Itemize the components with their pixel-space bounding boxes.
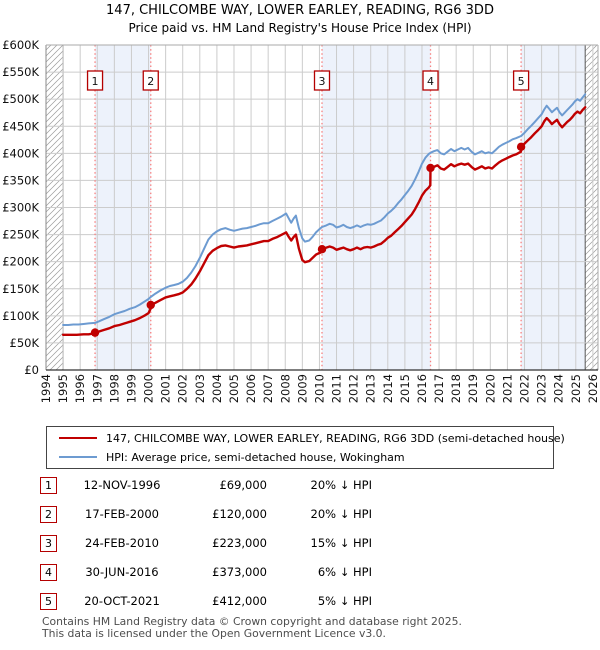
chart-legend: 147, CHILCOMBE WAY, LOWER EARLEY, READIN… (46, 426, 565, 469)
sale-price: £412,000 (212, 594, 267, 608)
svg-text:2024: 2024 (552, 374, 566, 403)
price-line-swatch (59, 437, 97, 439)
sale-date-lines (94, 45, 522, 370)
svg-text:2023: 2023 (535, 374, 549, 403)
svg-text:2014: 2014 (381, 374, 395, 403)
legend-label: 147, CHILCOMBE WAY, LOWER EARLEY, READIN… (106, 431, 565, 445)
sale-date: 24-FEB-2010 (85, 536, 159, 550)
svg-text:2000: 2000 (142, 374, 156, 403)
legend-label: HPI: Average price, semi-detached house,… (106, 450, 405, 464)
svg-text:2008: 2008 (278, 374, 292, 403)
footer-line-1: Contains HM Land Registry data © Crown c… (42, 615, 462, 628)
svg-text:2002: 2002 (176, 374, 190, 403)
svg-text:£100K: £100K (2, 309, 39, 323)
svg-text:2020: 2020 (483, 374, 497, 403)
sale-number-boxes: 1 2 3 4 5 (86, 70, 530, 91)
sale-hpi-difference: 5% ↓ HPI (317, 594, 372, 608)
sale-price: £120,000 (212, 507, 267, 521)
price-paid-line (61, 106, 587, 336)
table-row: 3 24-FEB-2010 £223,000 15% ↓ HPI (0, 535, 600, 555)
svg-text:2007: 2007 (261, 374, 275, 403)
sale-number-badge: 4 (40, 564, 57, 581)
table-row: 2 17-FEB-2000 £120,000 20% ↓ HPI (0, 506, 600, 526)
legend-item: 147, CHILCOMBE WAY, LOWER EARLEY, READIN… (47, 429, 565, 448)
sale-date: 20-OCT-2021 (84, 594, 160, 608)
svg-text:2011: 2011 (330, 374, 344, 403)
svg-text:2: 2 (147, 75, 154, 88)
svg-text:1999: 1999 (124, 374, 138, 403)
svg-text:£0: £0 (24, 363, 39, 377)
table-row: 1 12-NOV-1996 £69,000 20% ↓ HPI (0, 477, 600, 497)
x-axis-labels: 1994 1995 1996 1997 1998 1999 2000 2001 2002 2003… (39, 374, 600, 403)
svg-text:£350K: £350K (2, 173, 39, 187)
page-title: 147, CHILCOMBE WAY, LOWER EARLEY, READIN… (106, 3, 494, 18)
svg-text:2001: 2001 (159, 374, 173, 403)
svg-text:4: 4 (427, 75, 434, 88)
svg-text:1998: 1998 (107, 374, 121, 403)
svg-text:2009: 2009 (295, 374, 309, 403)
svg-text:1996: 1996 (73, 374, 87, 403)
svg-text:£550K: £550K (2, 65, 39, 79)
footer-line-2: This data is licensed under the Open Gov… (42, 626, 386, 640)
svg-text:1: 1 (92, 75, 99, 88)
sale-markers (90, 142, 526, 337)
sale-hpi-difference: 15% ↓ HPI (310, 536, 372, 550)
sale-date: 12-NOV-1996 (83, 478, 161, 492)
svg-text:£50K: £50K (10, 336, 40, 350)
svg-text:£450K: £450K (2, 119, 39, 133)
svg-text:2017: 2017 (432, 374, 446, 403)
page-subtitle: Price paid vs. HM Land Registry's House … (128, 21, 472, 35)
svg-text:2005: 2005 (227, 374, 241, 403)
y-axis-labels: £0 £50K £100K £150K £200K £250K £300K £350K £400… (2, 38, 39, 377)
svg-text:£150K: £150K (2, 282, 39, 296)
svg-text:2019: 2019 (466, 374, 480, 403)
sale-number-badge: 1 (40, 477, 57, 494)
svg-text:2004: 2004 (210, 374, 224, 403)
svg-text:2013: 2013 (364, 374, 378, 403)
svg-text:2021: 2021 (500, 374, 514, 403)
svg-text:2012: 2012 (347, 374, 361, 403)
sale-price: £69,000 (219, 478, 267, 492)
svg-text:3: 3 (319, 75, 326, 88)
hpi-line-swatch (59, 456, 97, 458)
svg-text:2018: 2018 (449, 374, 463, 403)
sale-number-badge: 3 (40, 535, 57, 552)
svg-text:2022: 2022 (518, 374, 532, 403)
svg-text:1995: 1995 (56, 374, 70, 403)
svg-text:2010: 2010 (312, 374, 326, 403)
svg-text:2025: 2025 (569, 374, 583, 403)
sale-date: 17-FEB-2000 (85, 507, 159, 521)
copyright-footer: Contains HM Land Registry data © Crown c… (42, 616, 462, 639)
sale-price: £223,000 (212, 536, 267, 550)
svg-text:2006: 2006 (244, 374, 258, 403)
table-row: 5 20-OCT-2021 £412,000 5% ↓ HPI (0, 593, 600, 613)
svg-text:£200K: £200K (2, 255, 39, 269)
sale-hpi-difference: 6% ↓ HPI (317, 565, 372, 579)
svg-text:£600K: £600K (2, 38, 39, 52)
svg-text:£300K: £300K (2, 201, 39, 215)
svg-text:£400K: £400K (2, 146, 39, 160)
svg-text:2015: 2015 (398, 374, 412, 403)
svg-text:2016: 2016 (415, 374, 429, 403)
sale-date: 30-JUN-2016 (85, 565, 159, 579)
legend-item: HPI: Average price, semi-detached house,… (47, 448, 553, 467)
sale-hpi-difference: 20% ↓ HPI (310, 507, 372, 521)
svg-text:2003: 2003 (193, 374, 207, 403)
sale-hpi-difference: 20% ↓ HPI (310, 478, 372, 492)
price-chart: 1 2 3 4 5 £0 £50K £100K £150K £200K £250K £300K £350… (2, 38, 600, 403)
svg-text:1997: 1997 (90, 374, 104, 403)
svg-text:1994: 1994 (39, 374, 53, 403)
sale-price: £373,000 (212, 565, 267, 579)
sale-number-badge: 5 (40, 593, 57, 610)
hpi-line (62, 93, 587, 326)
sale-number-badge: 2 (40, 506, 57, 523)
svg-text:£500K: £500K (2, 92, 39, 106)
table-row: 4 30-JUN-2016 £373,000 6% ↓ HPI (0, 564, 600, 584)
svg-text:£250K: £250K (2, 228, 39, 242)
svg-text:2026: 2026 (586, 374, 600, 403)
svg-text:5: 5 (518, 75, 525, 88)
